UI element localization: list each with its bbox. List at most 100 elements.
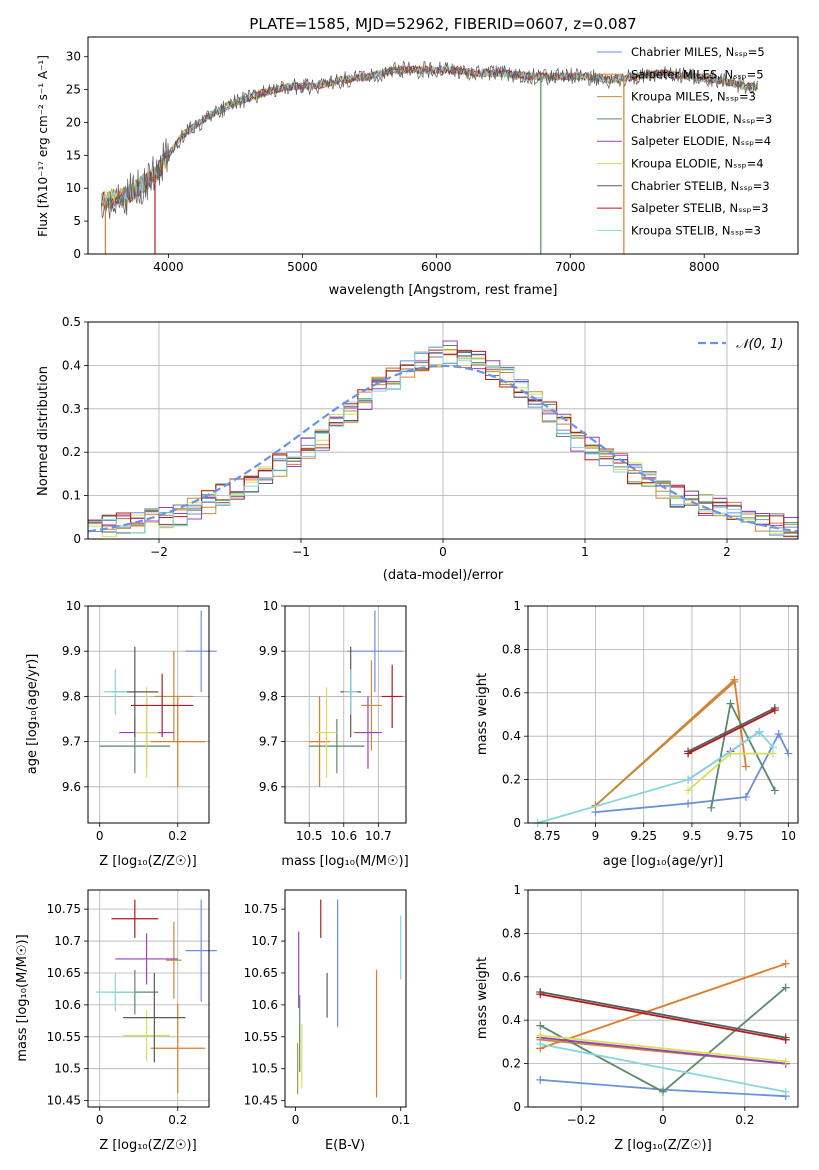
mass-z-ylabel: mass [log₁₀(M/M☉)] [15,934,30,1061]
spectrum-axes: 4000 5000 6000 7000 8000 0 5 10 15 20 25 30 [66,36,799,274]
x-tick-label: 4000 [153,260,184,274]
x-tick-label: 0 [96,829,104,843]
weight-point [774,730,783,739]
weight-point [707,803,716,812]
x-tick-label: −2 [150,545,168,559]
y-tick-label: 15 [66,148,81,162]
y-tick-label: 30 [66,50,81,64]
legend-label: 𝒩(0, 1) [736,337,783,352]
y-tick-label: 10.45 [47,1094,81,1108]
y-tick-label: 10 [263,599,278,613]
weight-line [594,681,735,807]
x-tick-label: 9.75 [727,829,754,843]
y-tick-label: 0.4 [62,358,81,372]
weight-vs-age-axes: 8.75 9 9.25 9.5 9.75 10 0 0.2 0.4 0.6 0.8 1 [502,599,799,843]
x-tick-label: 10.5 [296,829,323,843]
y-tick-label: 10.6 [251,998,278,1012]
y-tick-label: 9.8 [62,689,81,703]
weight-point [536,990,545,999]
age-mass-xlabel: mass [log₁₀(M/M☉)] [281,854,408,869]
weight-line [710,700,776,808]
weight-line [540,1034,786,1063]
y-tick-label: 0.1 [62,489,81,503]
x-tick-label: 0.1 [391,1113,410,1127]
y-tick-label: 0.3 [62,402,81,416]
x-tick-label: −0.2 [567,1113,596,1127]
weight-point [536,1021,545,1030]
y-tick-label: 10.7 [54,934,81,948]
axes-frame [87,36,799,255]
marks [536,959,790,1101]
weight-z-xlabel: Z [log₁₀(Z/Z☉)] [614,1138,711,1153]
x-tick-label: 0 [659,1113,667,1127]
weight-point [781,1087,790,1096]
y-tick-label: 10.7 [251,934,278,948]
hist-xlabel: (data-model)/error [383,568,504,583]
legend-label: Chabrier STELIB, Nₛₛₚ=3 [631,179,770,193]
weight-line [540,991,786,1039]
x-tick-label: 0 [96,1113,104,1127]
y-tick-label: 0.4 [502,1013,521,1027]
y-tick-label: 10.5 [54,1062,81,1076]
marks [309,610,403,787]
x-tick-label: 9 [592,829,600,843]
y-tick-label: 10.65 [244,966,278,980]
axes-frame [284,889,407,1108]
weight-line [540,962,786,1050]
marks [533,675,793,827]
legend-label: Salpeter STELIB, Nₛₛₚ=3 [631,201,769,215]
axes-frame [87,889,210,1108]
weight-point [684,799,693,808]
marks [297,899,402,1098]
weight-point [781,959,790,968]
x-tick-label: 0 [439,545,447,559]
weight-line [687,707,776,753]
y-tick-label: 9.7 [259,735,278,749]
axes-frame [527,605,799,824]
axes-frame [527,889,799,1108]
weight-point [684,786,693,795]
y-tick-label: 0.6 [502,970,521,984]
spectrum-line [101,65,759,208]
y-tick-label: 5 [73,214,81,228]
y-tick-label: 0 [513,816,521,830]
weight-point [770,706,779,715]
x-tick-label: 7000 [555,260,586,274]
weight-line [540,1036,786,1065]
spectrum-xlabel: wavelength [Angstrom, rest frame] [329,283,558,298]
x-tick-label: 5000 [287,260,318,274]
hist-ylabel: Normed distribution [36,366,51,496]
y-tick-label: 10.55 [47,1030,81,1044]
x-tick-label: 10 [781,829,796,843]
weight-point [741,792,750,801]
x-tick-label: 8.75 [534,829,561,843]
age-vs-mass-axes: 10.5 10.6 10.7 9.6 9.7 9.8 9.9 10 [259,599,407,843]
weight-line [540,1043,786,1093]
weight-point [536,1075,545,1084]
spectrum-line [101,60,759,220]
y-tick-label: 10 [66,181,81,195]
y-tick-label: 20 [66,115,81,129]
y-tick-label: 9.9 [259,644,278,658]
weight-point [741,762,750,771]
y-tick-label: 0.6 [502,686,521,700]
legend-label: Kroupa STELIB, Nₛₛₚ=3 [631,223,761,237]
weight-point [768,743,777,752]
weight-point [684,775,693,784]
spectrum-ylabel: Flux [fλ10⁻¹⁷ erg cm⁻² s⁻¹ A⁻¹] [36,55,50,237]
weight-point [684,749,693,758]
y-tick-label: 10.45 [244,1094,278,1108]
axes-frame [87,605,210,824]
y-tick-label: 10.5 [251,1062,278,1076]
legend-label: Kroupa ELODIE, Nₛₛₚ=4 [631,157,764,171]
weight-age-ylabel: mass weight [475,673,490,755]
weight-z-ylabel: mass weight [475,957,490,1039]
x-tick-label: 0.2 [168,829,187,843]
weight-age-xlabel: age [log₁₀(age/yr)] [603,854,724,869]
weight-point [730,677,739,686]
legend-label: Chabrier MILES, Nₛₛₚ=5 [631,45,765,59]
y-tick-label: 0 [513,1100,521,1114]
x-tick-label: 8000 [689,260,720,274]
x-tick-label: 0.2 [735,1113,754,1127]
y-tick-label: 10.65 [47,966,81,980]
